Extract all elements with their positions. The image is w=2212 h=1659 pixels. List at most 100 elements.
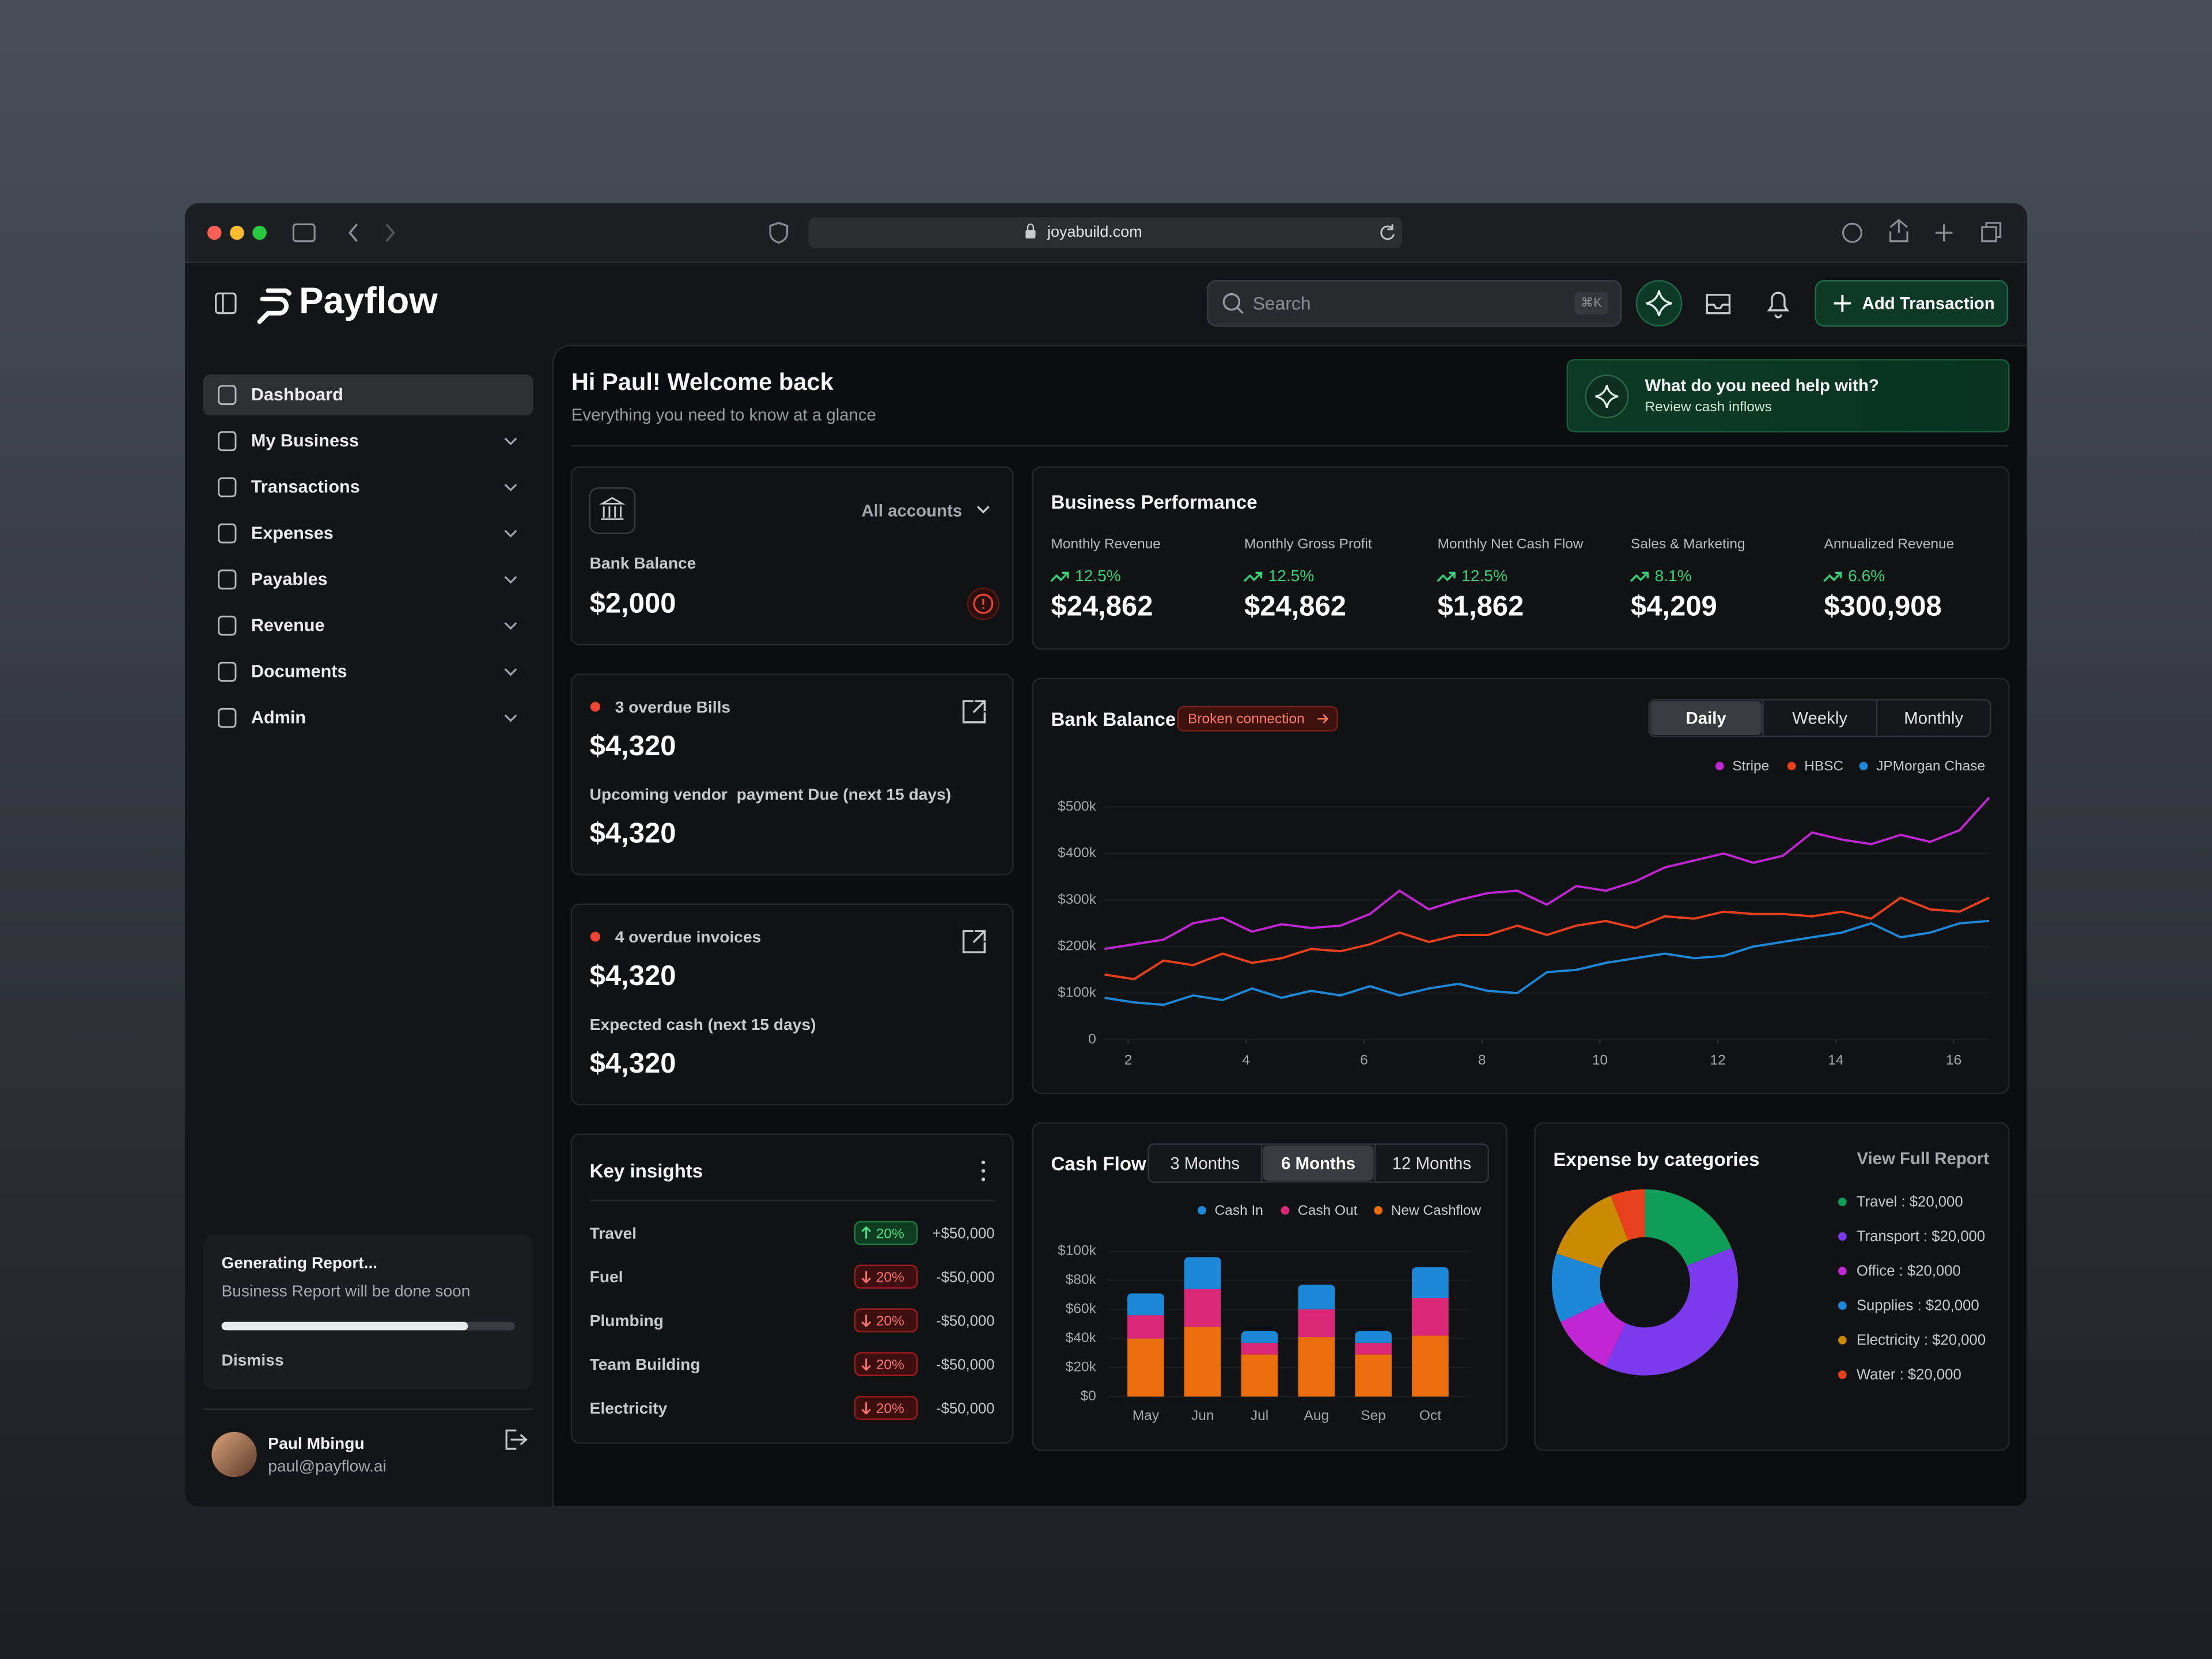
downloads-button[interactable] — [1842, 222, 1863, 243]
user-email: paul@payflow.ai — [268, 1457, 386, 1475]
bills-card — [570, 673, 1014, 876]
tab[interactable]: 3 Months — [1170, 1154, 1240, 1173]
minimize-button[interactable] — [230, 225, 244, 240]
warning-icon[interactable] — [973, 593, 994, 614]
menu-dot[interactable] — [981, 1169, 986, 1173]
close-button[interactable] — [207, 225, 222, 240]
nav-item[interactable]: Transactions — [251, 477, 360, 497]
bank-icon — [599, 497, 626, 520]
nav-chevron[interactable] — [504, 668, 517, 676]
view-report-link[interactable]: View Full Report — [1857, 1149, 1989, 1168]
bills-dot — [590, 702, 601, 712]
logout-button[interactable] — [505, 1429, 528, 1450]
bills-open-button[interactable] — [962, 700, 986, 724]
bank-icon-box — [589, 487, 636, 534]
metric-label: Monthly Net Cash Flow — [1438, 536, 1584, 552]
nav-item[interactable]: My Business — [251, 431, 359, 450]
nav-item[interactable]: Payables — [251, 569, 328, 589]
search-icon — [1222, 293, 1241, 311]
insight-name: Travel — [590, 1224, 637, 1242]
nav-chevron[interactable] — [504, 483, 517, 492]
bar-segment — [1298, 1337, 1335, 1397]
new-tab-button[interactable] — [1936, 224, 1953, 241]
expense-title: Expense by categories — [1553, 1149, 1759, 1171]
invoices-open-button[interactable] — [962, 930, 986, 953]
x-tick-label: Oct — [1419, 1408, 1441, 1423]
invoices-sub-label: Expected cash (next 15 days) — [590, 1016, 816, 1033]
legend-swatch — [1374, 1206, 1382, 1215]
forward-button[interactable] — [385, 224, 395, 242]
nav-item[interactable]: Documents — [251, 662, 347, 681]
nav-chevron[interactable] — [504, 529, 517, 538]
search-placeholder[interactable]: Search — [1253, 293, 1311, 313]
badge-arrow — [1317, 714, 1329, 724]
nav-chevron[interactable] — [504, 437, 517, 445]
x-tick-label: 16 — [1946, 1052, 1961, 1068]
x-tick-label: 6 — [1360, 1052, 1368, 1068]
sidebar-toggle[interactable] — [292, 223, 316, 243]
legend-label: Travel : $20,000 — [1857, 1194, 1963, 1210]
share-button[interactable] — [1889, 218, 1908, 243]
tabs-button[interactable] — [1981, 222, 2002, 243]
tab[interactable]: 12 Months — [1392, 1154, 1471, 1173]
tab[interactable]: Monthly — [1904, 709, 1963, 728]
url-text[interactable]: joyabuild.com — [1047, 223, 1142, 240]
menu-dot[interactable] — [981, 1160, 986, 1165]
trend-icon — [1243, 571, 1263, 582]
menu-toggle[interactable] — [215, 292, 237, 315]
back-button[interactable] — [348, 224, 358, 242]
nav-item[interactable]: Admin — [251, 708, 306, 728]
menu-dot[interactable] — [981, 1177, 986, 1181]
nav-icon — [218, 615, 237, 636]
tab[interactable]: 6 Months — [1281, 1154, 1355, 1173]
tab[interactable]: Daily — [1686, 709, 1727, 728]
help-subtitle[interactable]: Review cash inflows — [1645, 399, 1772, 415]
nav-chevron[interactable] — [504, 714, 517, 722]
legend-label: Supplies : $20,000 — [1857, 1298, 1979, 1314]
insight-name: Electricity — [590, 1399, 668, 1417]
tab[interactable]: Weekly — [1792, 709, 1847, 728]
reload-button[interactable] — [1380, 224, 1395, 240]
insight-amount: -$50,000 — [936, 1400, 994, 1416]
inbox-button[interactable] — [1706, 294, 1731, 315]
legend-label: Stripe — [1732, 758, 1769, 774]
legend-swatch — [1838, 1336, 1847, 1344]
search-box[interactable] — [1207, 280, 1622, 327]
bank-chart-title: Bank Balance — [1051, 709, 1176, 730]
zoom-button[interactable] — [252, 225, 267, 240]
bar-segment — [1127, 1338, 1164, 1397]
dismiss-button[interactable]: Dismiss — [221, 1351, 283, 1369]
x-tick-label: Sep — [1361, 1408, 1386, 1423]
nav-icon — [218, 661, 237, 682]
nav-chevron[interactable] — [504, 576, 517, 584]
notifications-button[interactable] — [1767, 291, 1790, 319]
tab-active — [1263, 1145, 1374, 1181]
insight-name: Team Building — [590, 1355, 700, 1373]
legend-swatch — [1198, 1206, 1206, 1215]
help-box[interactable] — [1566, 359, 2010, 433]
url-bar[interactable] — [808, 217, 1403, 249]
add-transaction-label[interactable]: Add Transaction — [1862, 294, 1995, 313]
nav-item[interactable]: Expenses — [251, 523, 334, 543]
bar-segment — [1355, 1331, 1392, 1343]
x-tick-label: 14 — [1828, 1052, 1843, 1068]
account-select[interactable]: All accounts — [862, 502, 963, 521]
help-title[interactable]: What do you need help with? — [1645, 376, 1879, 395]
add-transaction-button[interactable] — [1815, 280, 2009, 327]
broken-badge[interactable] — [1177, 706, 1338, 732]
insight-arrow — [861, 1315, 872, 1328]
nav-item[interactable]: Revenue — [251, 615, 325, 635]
privacy-icon[interactable] — [769, 222, 789, 244]
account-dropdown-chevron[interactable] — [976, 505, 990, 514]
bank-card — [570, 466, 1014, 646]
broken-badge-label[interactable]: Broken connection — [1188, 711, 1305, 726]
nav-item[interactable]: Dashboard — [251, 385, 343, 404]
browser-window: joyabuild.com Payflow Search ⌘K Add Tran… — [184, 203, 2028, 1507]
ai-button[interactable] — [1635, 280, 1683, 327]
insight-arrow — [861, 1226, 872, 1239]
bank-chart-card — [1032, 677, 2010, 1094]
insight-change: 20% — [876, 1313, 904, 1329]
search-icon-handle — [1236, 306, 1244, 314]
avatar[interactable] — [211, 1431, 257, 1478]
nav-chevron[interactable] — [504, 622, 517, 630]
